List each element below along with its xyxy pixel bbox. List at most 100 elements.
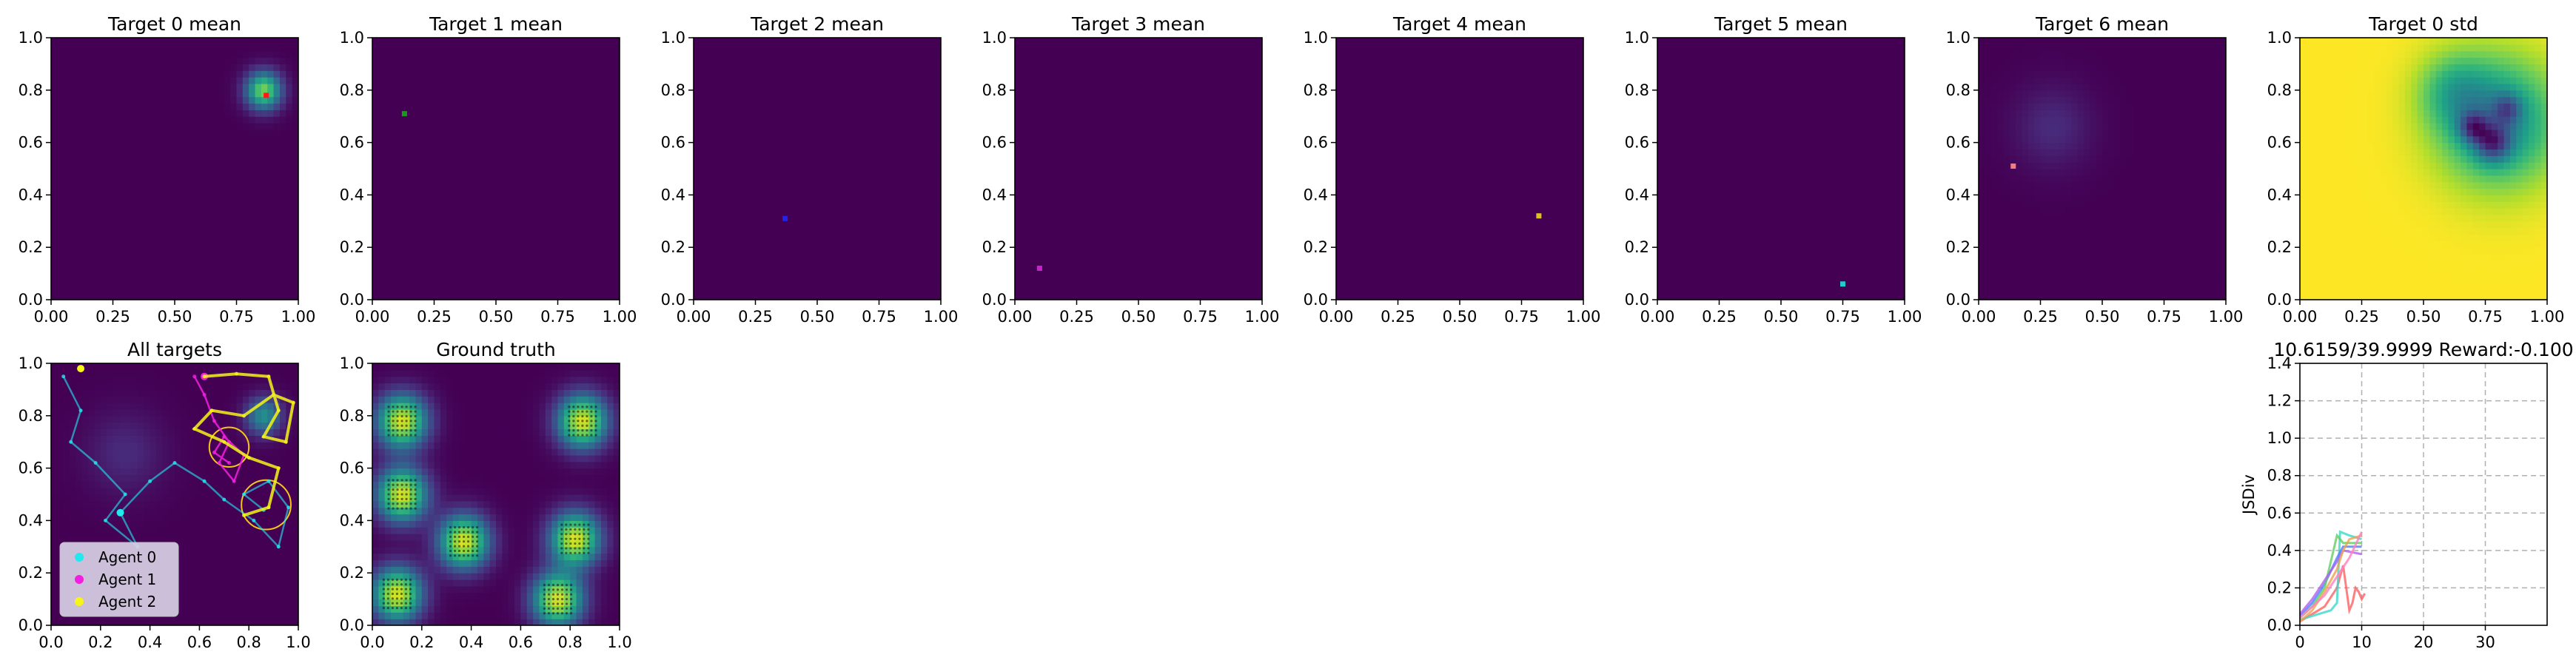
- sample-point: [560, 588, 564, 591]
- plot-area: [2300, 38, 2547, 300]
- path-point: [209, 408, 214, 413]
- sample-point: [590, 410, 593, 413]
- y-tick-label: 0.4: [2267, 542, 2292, 559]
- sample-point: [560, 602, 564, 605]
- sample-point: [382, 597, 385, 600]
- sample-point: [409, 488, 412, 491]
- x-tick-label: 0.2: [88, 633, 113, 651]
- y-tick-label: 0.8: [661, 81, 685, 99]
- sample-point: [382, 578, 385, 582]
- plot-area: [1336, 38, 1583, 300]
- sample-point: [578, 551, 581, 554]
- path-point: [232, 479, 236, 483]
- path-point: [78, 408, 83, 413]
- x-tick-label: 0.00: [355, 308, 390, 326]
- x-tick-label: 0.25: [1702, 308, 1737, 326]
- sample-point: [414, 493, 417, 496]
- subplot-title: Target 1 mean: [429, 13, 563, 35]
- y-tick-label: 0.2: [19, 564, 43, 582]
- y-tick-label: 0.8: [2267, 467, 2292, 485]
- x-tick-label: 0.75: [219, 308, 254, 326]
- sample-point: [396, 414, 399, 418]
- sample-point: [556, 598, 560, 601]
- sample-point: [457, 545, 461, 548]
- sample-point: [551, 593, 555, 596]
- subplot-title: Ground truth: [436, 339, 555, 360]
- y-tick-label: 0.6: [340, 134, 364, 152]
- sample-point: [405, 479, 408, 482]
- y-tick-label: 1.0: [2267, 429, 2292, 447]
- y-tick-label: 0.8: [19, 81, 43, 99]
- sample-point: [409, 493, 412, 496]
- subplot-4: 0.00 0.25 0.50 0.75 1.00 0.0 0.2 0.4 0.6 0.8 1.0 Ta…: [1304, 13, 1601, 326]
- sample-point: [405, 414, 408, 418]
- y-tick-label: 0.8: [2267, 81, 2292, 99]
- sample-point: [396, 410, 399, 413]
- y-tick-label: 0.4: [1304, 186, 1328, 204]
- sample-point: [392, 420, 395, 423]
- sample-point: [560, 593, 564, 596]
- sample-point: [400, 488, 403, 491]
- sample-point: [594, 410, 597, 413]
- sample-point: [594, 414, 597, 418]
- sample-point: [590, 429, 593, 432]
- path-point: [261, 434, 266, 439]
- sample-point: [586, 424, 588, 427]
- sample-point: [386, 607, 389, 610]
- sample-point: [395, 588, 399, 591]
- x-tick-label: 1.00: [1245, 308, 1280, 326]
- sample-point: [396, 502, 399, 505]
- x-tick-label: 0.4: [138, 633, 162, 651]
- sample-point: [400, 479, 403, 482]
- y-tick-label: 1.0: [1946, 29, 1970, 47]
- sample-point: [400, 502, 403, 505]
- y-tick-label: 0.0: [982, 291, 1007, 309]
- sample-point: [583, 542, 586, 545]
- sample-point: [409, 592, 412, 596]
- sample-point: [409, 497, 412, 500]
- sample-point: [392, 429, 395, 432]
- sample-point: [453, 535, 457, 538]
- axes-frame: [372, 363, 620, 626]
- sample-point: [476, 545, 479, 548]
- sample-point: [577, 420, 580, 423]
- sample-point: [551, 602, 555, 605]
- sample-point: [466, 531, 470, 534]
- sample-point: [392, 406, 395, 408]
- sample-point: [404, 597, 408, 600]
- plot-area: [2300, 363, 2547, 625]
- sample-point: [400, 578, 403, 582]
- target-marker: [264, 92, 269, 98]
- sample-point: [391, 592, 394, 596]
- sample-point: [574, 537, 577, 540]
- x-tick-label: 0.75: [1504, 308, 1539, 326]
- sample-point: [405, 424, 408, 427]
- sample-point: [405, 502, 408, 505]
- sample-point: [387, 479, 390, 482]
- sample-point: [583, 551, 586, 554]
- sample-point: [405, 406, 408, 408]
- sample-point: [392, 507, 395, 510]
- sample-point: [396, 488, 399, 491]
- path-point: [148, 479, 152, 483]
- sample-point: [404, 607, 408, 610]
- sample-point: [476, 535, 479, 538]
- sample-point: [583, 537, 586, 540]
- subplot-title: All targets: [127, 339, 222, 360]
- sample-point: [560, 528, 563, 531]
- x-tick-label: 1.00: [924, 308, 959, 326]
- sample-point: [569, 593, 573, 596]
- y-tick-label: 1.0: [1304, 29, 1328, 47]
- sample-point: [395, 607, 399, 610]
- sample-point: [414, 434, 417, 437]
- subplot-title: Target 3 mean: [1071, 13, 1205, 35]
- x-tick-label: 0.8: [236, 633, 261, 651]
- sample-point: [382, 583, 385, 586]
- sample-point: [569, 588, 573, 591]
- sample-point: [404, 588, 408, 591]
- sample-point: [400, 592, 403, 596]
- y-tick-label: 0.2: [2267, 238, 2292, 256]
- y-axis-label: JSDiv: [2240, 474, 2258, 516]
- sample-point: [466, 545, 470, 548]
